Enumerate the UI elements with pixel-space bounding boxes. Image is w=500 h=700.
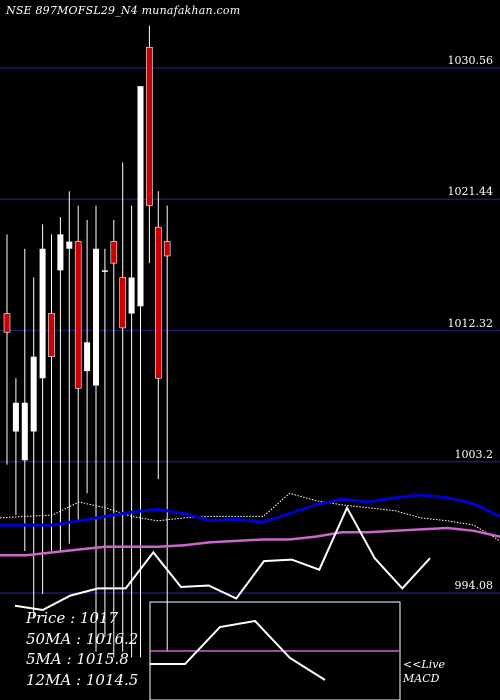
candle-body (66, 241, 73, 249)
ma12-stat: 12MA : 1014.5 (26, 670, 139, 689)
macd-label: <<Live MACD (403, 658, 445, 686)
macd-inset-lines (150, 619, 400, 681)
price-stat: Price : 1017 (26, 609, 119, 627)
candle-body (163, 241, 171, 257)
y-tick-label: 994.08 (453, 579, 494, 592)
candle-body (57, 234, 64, 271)
ma-blue-line (0, 493, 500, 527)
candle-body (74, 241, 82, 389)
candle-body (84, 342, 91, 372)
candle-body (137, 86, 144, 307)
candles (3, 25, 171, 658)
candle-body (3, 313, 11, 333)
macd-inset-line (150, 619, 326, 681)
candle-body (93, 248, 99, 386)
y-tick-label: 1021.44 (446, 185, 494, 199)
ma50-stat: 50MA : 1016.2 (26, 629, 139, 648)
grid-lines (0, 67, 500, 594)
ma5-stat: 5MA : 1015.8 (26, 650, 129, 668)
candle-body (128, 277, 135, 314)
macd-line (14, 505, 431, 612)
candle-body (119, 277, 126, 329)
macd-lines (14, 505, 431, 612)
y-tick-label: 1003.2 (453, 447, 494, 461)
candle-body (48, 313, 55, 357)
candle-body (110, 241, 118, 264)
candle-body (155, 226, 162, 379)
candle-body (146, 46, 153, 206)
candle-body (39, 248, 46, 379)
ma-white-dotted-line (0, 492, 500, 542)
ma-violet-line (0, 526, 500, 557)
stats-panel: Price : 1017 50MA : 1016.2 5MA : 1015.8 … (26, 608, 138, 690)
candle-body (21, 402, 28, 461)
candle-body (12, 402, 19, 432)
moving-averages (0, 492, 500, 557)
y-tick-label: 1030.56 (446, 54, 494, 67)
candle-body (30, 356, 37, 432)
chart-title: NSE 897MOFSL29_N4 munafakhan.com (6, 4, 241, 17)
macd-label-text: <<Live MACD (403, 658, 445, 685)
candle-body (101, 270, 108, 272)
y-tick-label: 1012.32 (446, 316, 494, 330)
